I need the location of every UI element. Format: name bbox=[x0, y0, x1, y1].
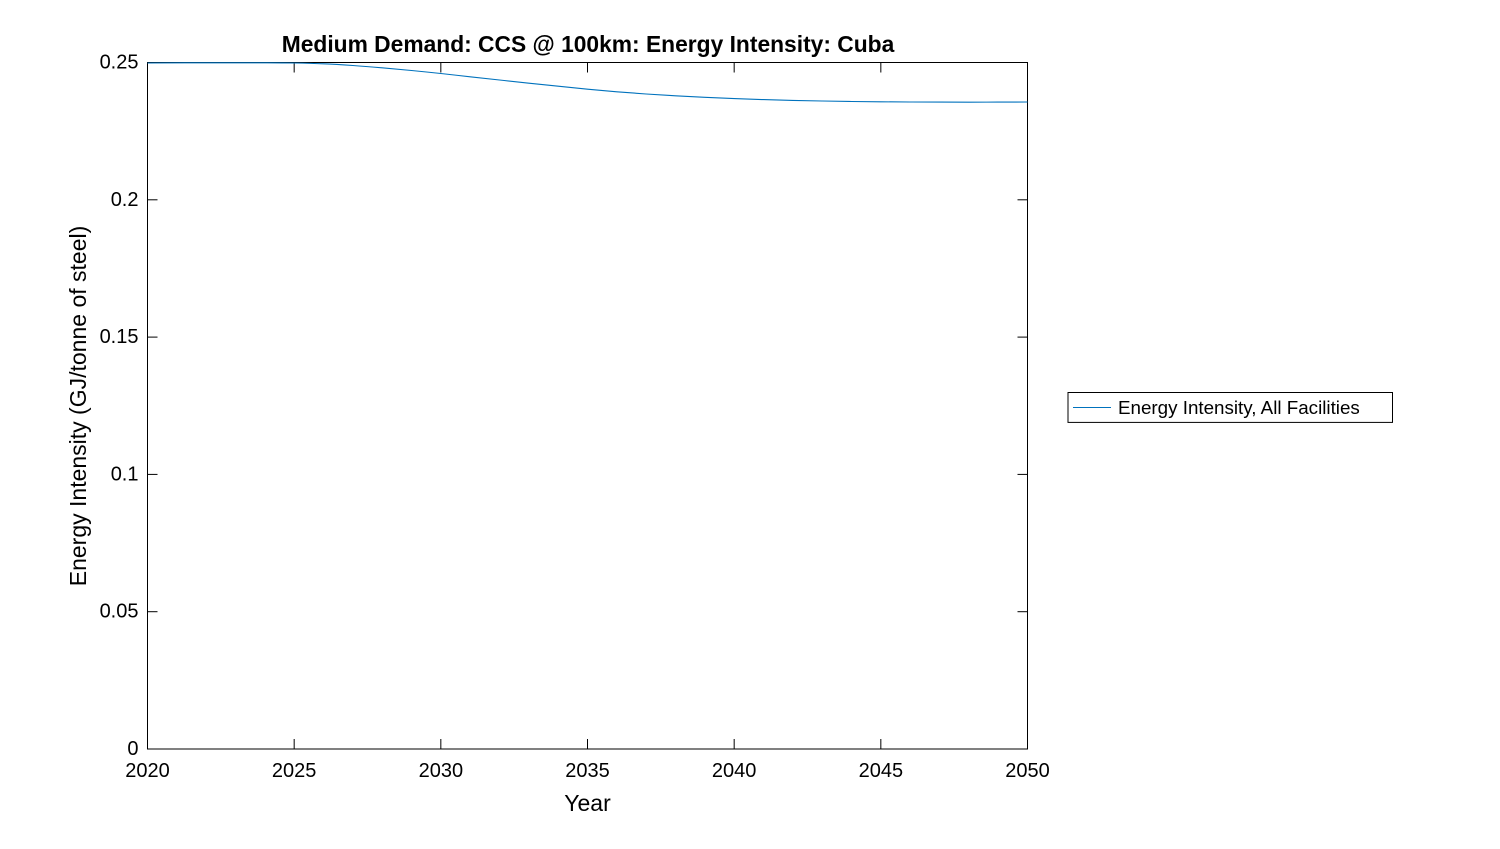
svg-text:2020: 2020 bbox=[125, 760, 170, 782]
svg-text:0.1: 0.1 bbox=[111, 463, 139, 485]
svg-text:2025: 2025 bbox=[272, 760, 317, 782]
svg-text:2050: 2050 bbox=[1005, 760, 1050, 782]
svg-text:2030: 2030 bbox=[419, 760, 464, 782]
svg-text:Energy Intensity (GJ/tonne of: Energy Intensity (GJ/tonne of steel) bbox=[65, 226, 91, 587]
svg-text:2040: 2040 bbox=[712, 760, 757, 782]
svg-text:0.05: 0.05 bbox=[100, 601, 139, 623]
svg-text:0.25: 0.25 bbox=[100, 52, 139, 74]
svg-text:Medium Demand: CCS @ 100km: En: Medium Demand: CCS @ 100km: Energy Inten… bbox=[282, 31, 895, 57]
svg-text:0.2: 0.2 bbox=[111, 189, 139, 211]
svg-text:Year: Year bbox=[564, 790, 611, 816]
svg-text:Energy Intensity, All Faciliti: Energy Intensity, All Facilities bbox=[1118, 397, 1360, 418]
svg-text:0: 0 bbox=[127, 738, 138, 760]
svg-text:2035: 2035 bbox=[565, 760, 610, 782]
svg-text:2045: 2045 bbox=[859, 760, 904, 782]
svg-text:0.15: 0.15 bbox=[100, 326, 139, 348]
